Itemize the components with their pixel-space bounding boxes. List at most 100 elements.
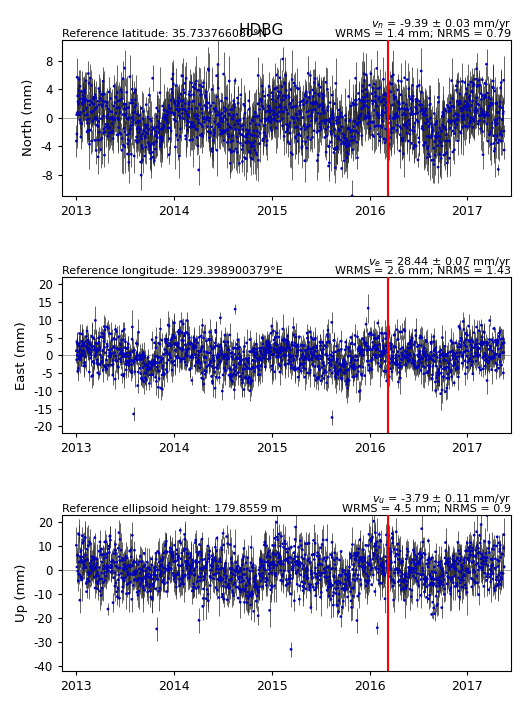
Point bbox=[305, 326, 314, 338]
Point bbox=[294, 114, 302, 126]
Point bbox=[177, 335, 186, 346]
Point bbox=[360, 344, 368, 356]
Point bbox=[99, 344, 107, 356]
Point bbox=[454, 585, 463, 597]
Point bbox=[190, 121, 198, 132]
Point bbox=[118, 344, 127, 356]
Point bbox=[357, 103, 366, 114]
Point bbox=[295, 593, 303, 605]
Point bbox=[497, 339, 506, 351]
Point bbox=[101, 347, 110, 359]
Point bbox=[439, 371, 448, 382]
Point bbox=[366, 117, 374, 128]
Point bbox=[470, 115, 478, 127]
Point bbox=[147, 139, 155, 150]
Point bbox=[123, 567, 132, 578]
Point bbox=[435, 575, 444, 586]
Point bbox=[142, 565, 150, 577]
Point bbox=[380, 366, 388, 377]
Point bbox=[448, 75, 456, 86]
Point bbox=[296, 344, 304, 356]
Point bbox=[251, 574, 259, 585]
Point bbox=[462, 565, 470, 577]
Point bbox=[462, 328, 471, 340]
Point bbox=[146, 363, 155, 374]
Point bbox=[121, 104, 130, 115]
Point bbox=[172, 80, 180, 91]
Point bbox=[371, 121, 379, 132]
Point bbox=[319, 358, 327, 369]
Point bbox=[272, 69, 281, 81]
Point bbox=[278, 334, 287, 346]
Point bbox=[420, 573, 428, 585]
Point bbox=[213, 91, 221, 103]
Point bbox=[445, 114, 453, 126]
Point bbox=[397, 361, 405, 373]
Point bbox=[335, 588, 343, 600]
Point bbox=[137, 133, 145, 145]
Point bbox=[272, 516, 281, 528]
Point bbox=[209, 554, 218, 566]
Point bbox=[190, 343, 198, 354]
Point bbox=[440, 349, 449, 361]
Point bbox=[306, 557, 314, 568]
Point bbox=[179, 95, 187, 107]
Point bbox=[150, 123, 158, 135]
Point bbox=[258, 135, 267, 146]
Point bbox=[338, 583, 346, 595]
Point bbox=[95, 344, 103, 356]
Point bbox=[267, 125, 276, 136]
Point bbox=[156, 141, 164, 153]
Point bbox=[82, 330, 90, 342]
Point bbox=[199, 583, 208, 595]
Point bbox=[492, 98, 500, 109]
Point bbox=[234, 567, 243, 578]
Point bbox=[229, 343, 237, 354]
Point bbox=[157, 356, 165, 367]
Point bbox=[183, 315, 191, 326]
Point bbox=[317, 351, 325, 362]
Point bbox=[423, 592, 431, 603]
Point bbox=[293, 339, 302, 351]
Point bbox=[429, 602, 438, 613]
Point bbox=[218, 127, 226, 138]
Point bbox=[280, 333, 288, 344]
Point bbox=[184, 555, 192, 567]
Point bbox=[333, 366, 342, 378]
Point bbox=[140, 585, 149, 596]
Text: WRMS = 1.4 mm; NRMS = 0.79: WRMS = 1.4 mm; NRMS = 0.79 bbox=[335, 29, 511, 39]
Point bbox=[260, 91, 269, 102]
Point bbox=[103, 341, 111, 352]
Point bbox=[354, 112, 362, 124]
Point bbox=[201, 356, 210, 368]
Point bbox=[448, 350, 457, 361]
Point bbox=[379, 335, 387, 346]
Point bbox=[299, 339, 307, 351]
Point bbox=[143, 127, 151, 139]
Point bbox=[485, 351, 493, 363]
Point bbox=[495, 555, 503, 567]
Point bbox=[419, 140, 428, 151]
Point bbox=[215, 592, 223, 603]
Point bbox=[179, 113, 188, 125]
Point bbox=[246, 118, 255, 130]
Point bbox=[118, 93, 127, 104]
Point bbox=[112, 333, 120, 345]
Point bbox=[276, 101, 284, 112]
Point bbox=[257, 359, 266, 370]
Point bbox=[314, 107, 322, 119]
Point bbox=[253, 352, 262, 364]
Point bbox=[328, 351, 337, 362]
Point bbox=[228, 104, 236, 115]
Point bbox=[111, 544, 119, 556]
Point bbox=[426, 554, 435, 565]
Point bbox=[303, 570, 311, 581]
Point bbox=[388, 366, 396, 377]
Point bbox=[375, 339, 383, 351]
Point bbox=[411, 140, 419, 151]
Point bbox=[162, 113, 170, 125]
Point bbox=[418, 122, 426, 134]
Point bbox=[103, 560, 111, 572]
Point bbox=[79, 337, 87, 348]
Point bbox=[276, 116, 285, 127]
